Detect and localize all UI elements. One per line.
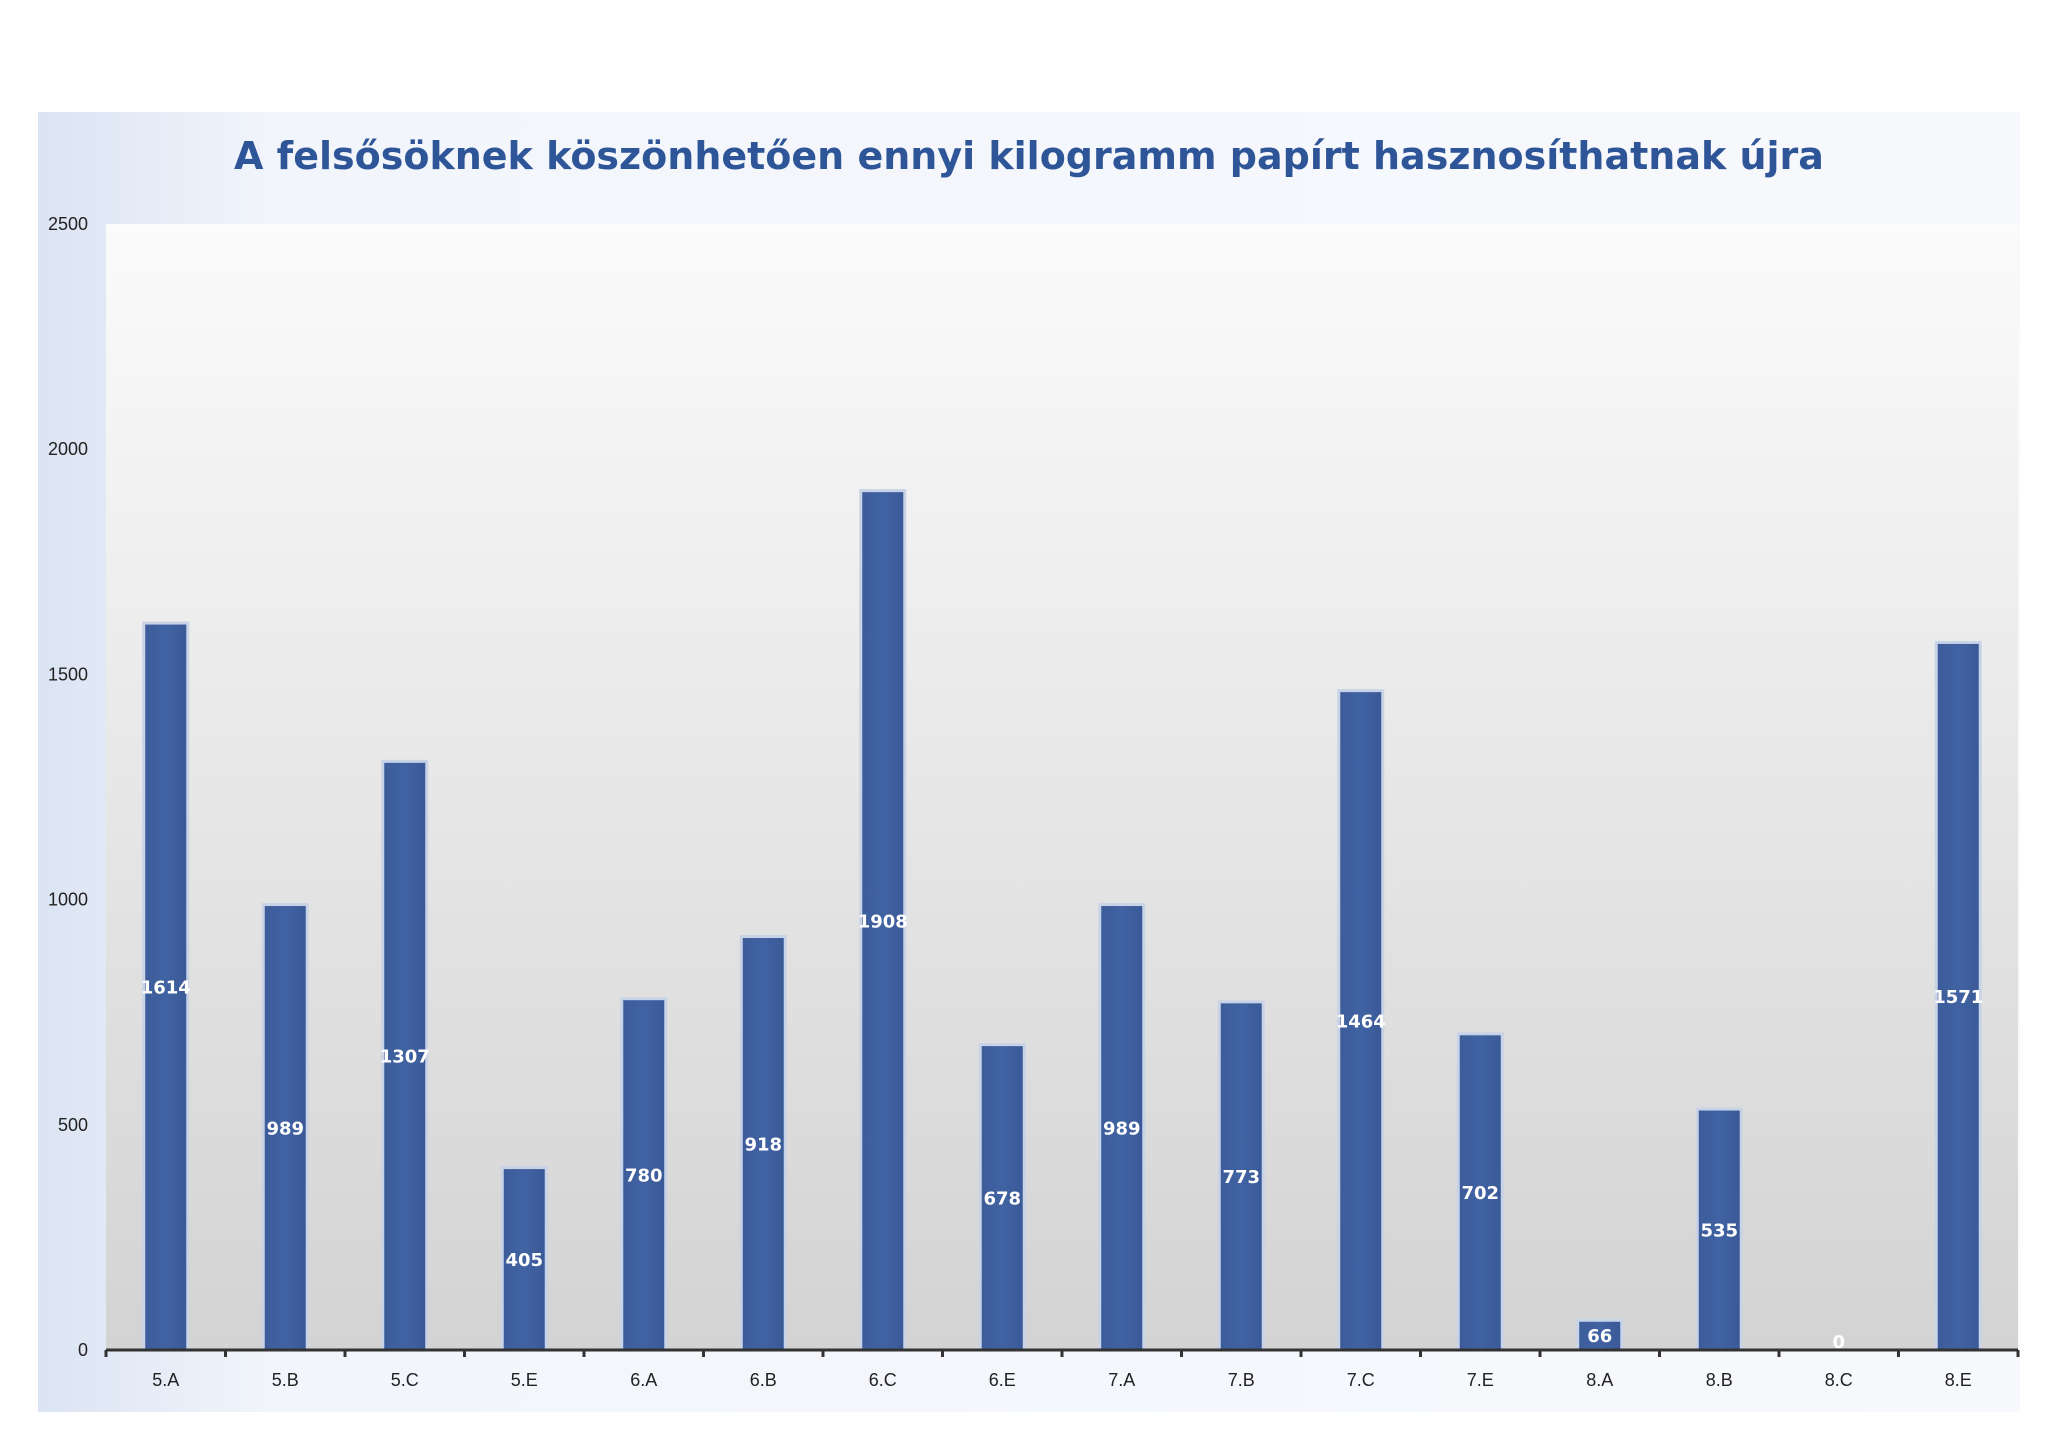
- bar-data-label: 1307: [380, 1047, 430, 1068]
- bar-data-label: 535: [1700, 1221, 1738, 1242]
- x-tick-label: 5.A: [152, 1370, 179, 1390]
- x-tick-label: 5.C: [391, 1370, 419, 1390]
- x-tick-label: 7.C: [1347, 1370, 1375, 1390]
- x-tick-label: 7.A: [1108, 1370, 1135, 1390]
- x-tick-label: 5.E: [511, 1370, 538, 1390]
- chart-svg: 0 500 1000 1500 2000 2500 1614 989 1307 405 780 91…: [48, 214, 2020, 1390]
- bar-data-label: 1614: [141, 978, 191, 999]
- bar-data-label: 918: [744, 1134, 782, 1155]
- y-tick-label: 2000: [48, 439, 88, 459]
- x-tick-label: 8.C: [1825, 1370, 1853, 1390]
- y-axis-ticks: 0 500 1000 1500 2000 2500: [48, 214, 88, 1360]
- y-tick-label: 500: [58, 1115, 88, 1135]
- chart-title: A felsősöknek köszönhetően ennyi kilogra…: [234, 134, 1824, 178]
- bar-data-label: 66: [1587, 1326, 1612, 1347]
- y-tick-label: 1500: [48, 664, 88, 684]
- bar-data-label: 780: [625, 1165, 663, 1186]
- bar-6.A: [620, 997, 668, 1352]
- x-tick-label: 5.B: [272, 1370, 299, 1390]
- bar-data-label: 1464: [1336, 1011, 1386, 1032]
- x-tick-label: 7.E: [1467, 1370, 1494, 1390]
- bar-data-label: 0: [1832, 1332, 1845, 1353]
- x-tick-label: 7.B: [1228, 1370, 1255, 1390]
- x-tick-label: 6.E: [989, 1370, 1016, 1390]
- y-tick-label: 1000: [48, 890, 88, 910]
- bars-group: 1614 989 1307 405 780 918 1908 678 989 773 1464 702…: [141, 489, 1983, 1353]
- bar-6.C: [859, 489, 907, 1352]
- y-tick-label: 2500: [48, 214, 88, 234]
- x-tick-label: 8.E: [1945, 1370, 1972, 1390]
- bar-7.E: [1456, 1032, 1504, 1352]
- bar-8.E: [1934, 640, 1982, 1352]
- bar-data-label: 1908: [858, 911, 908, 932]
- bar-data-label: 405: [505, 1250, 543, 1271]
- bar-data-label: 678: [983, 1188, 1021, 1209]
- bar-8.A: [1576, 1318, 1624, 1352]
- bar-5.C: [381, 759, 429, 1352]
- bar-6.B: [739, 935, 787, 1352]
- x-tick-label: 6.A: [630, 1370, 657, 1390]
- bar-data-label: 702: [1461, 1183, 1499, 1204]
- bar-data-label: 989: [266, 1118, 304, 1139]
- x-tick-label: 8.A: [1586, 1370, 1613, 1390]
- bar-data-label: 773: [1222, 1167, 1260, 1188]
- bar-5.E: [500, 1166, 548, 1352]
- x-tick-label: 6.C: [869, 1370, 897, 1390]
- y-tick-label: 0: [78, 1340, 88, 1360]
- x-tick-label: 8.B: [1706, 1370, 1733, 1390]
- bar-5.B: [261, 903, 309, 1352]
- bar-data-label: 989: [1103, 1118, 1141, 1139]
- chart-frame: A felsősöknek köszönhetően ennyi kilogra…: [38, 112, 2020, 1412]
- x-axis: 5.A 5.B 5.C 5.E 6.A 6.B 6.C 6.E 7.A 7.B 7.C 7.E 8.A 8…: [104, 1348, 2020, 1390]
- x-tick-label: 6.B: [750, 1370, 777, 1390]
- bar-data-label: 1571: [1933, 987, 1983, 1008]
